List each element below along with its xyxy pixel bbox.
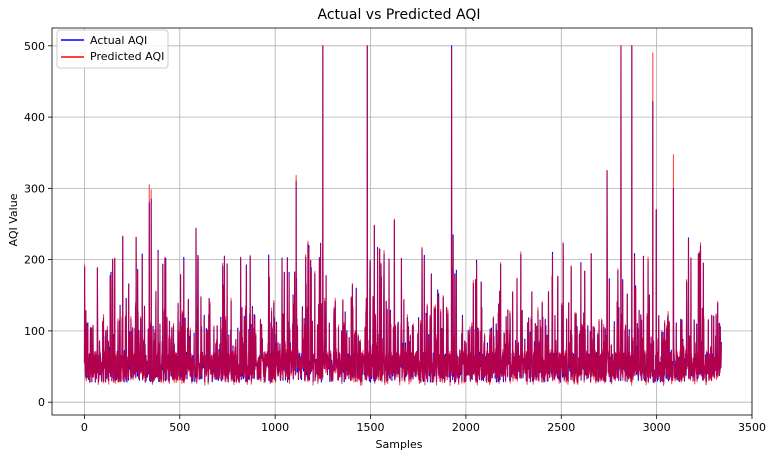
x-tick-label: 0 [81,421,88,434]
legend-box [56,29,169,69]
y-tick-label: 300 [24,182,45,195]
legend: Actual AQI Predicted AQI [56,29,169,69]
series-predicted-line [83,45,722,387]
plot-frame [51,27,753,416]
chart-title: Actual vs Predicted AQI [318,7,481,23]
y-tick-label: 200 [24,254,45,267]
axes-layer: 0 500 1000 1500 2000 2500 3000 3500 0 100 200 300 40… [24,27,766,434]
x-tick-label: 3500 [738,421,766,434]
y-tick-label: 100 [24,325,45,338]
y-axis-label: AQI Value [7,193,20,246]
x-tick-label: 500 [169,421,190,434]
x-tick-label: 1500 [357,421,385,434]
y-tick-label: 400 [24,111,45,124]
x-tick-label: 2500 [547,421,575,434]
x-tick-label: 2000 [452,421,480,434]
series-layer [83,45,722,387]
legend-actual-label: Actual AQI [90,34,147,47]
x-axis-label: Samples [376,438,423,451]
x-tick-label: 1000 [261,421,289,434]
legend-predicted-label: Predicted AQI [90,50,164,63]
y-tick-label: 0 [38,396,45,409]
y-tick-label: 500 [24,40,45,53]
x-tick-label: 3000 [643,421,671,434]
